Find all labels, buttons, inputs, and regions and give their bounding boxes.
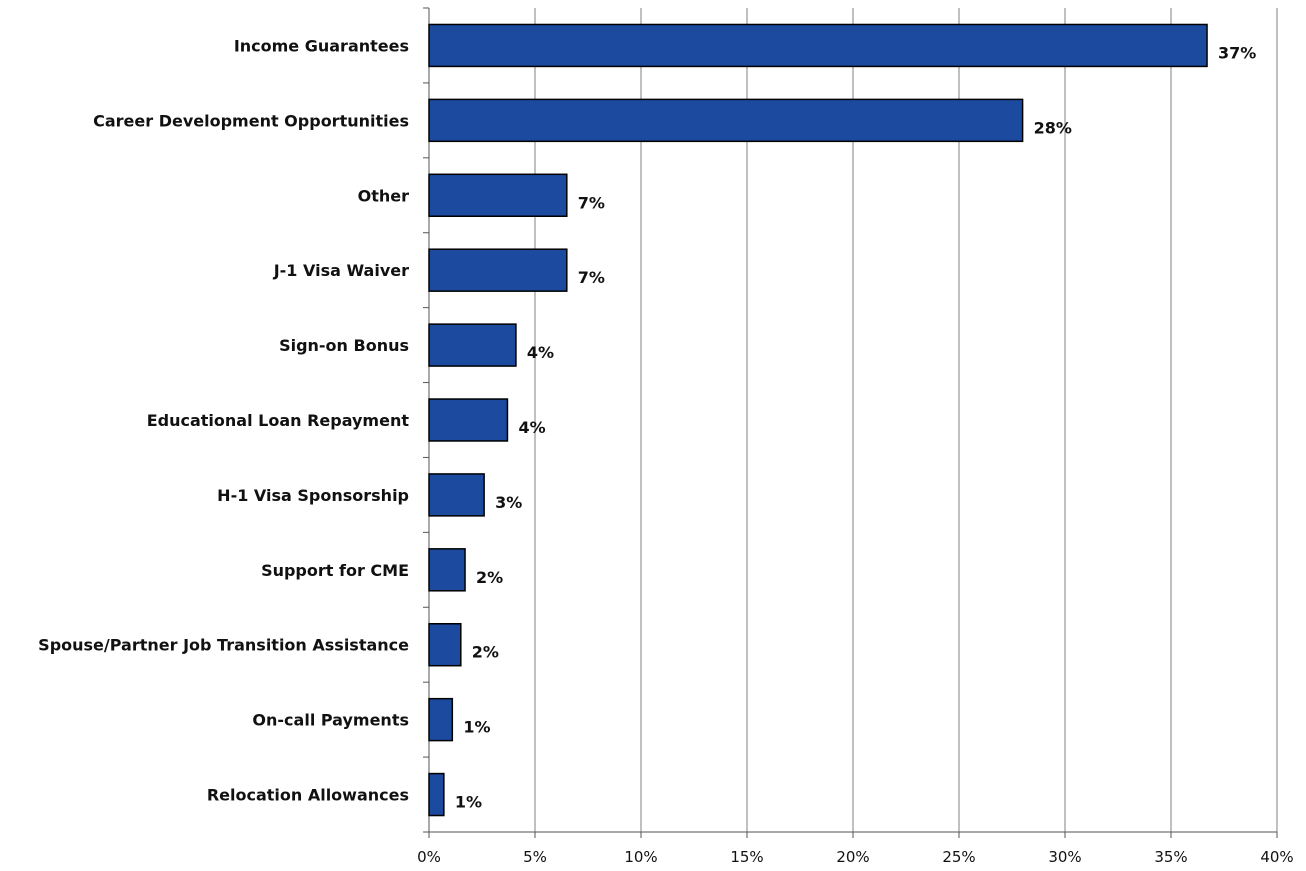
bar xyxy=(428,623,462,667)
bar xyxy=(428,173,568,217)
x-tick-label: 40% xyxy=(1260,848,1293,866)
bar xyxy=(428,697,454,742)
category-label: H-1 Visa Sponsorship xyxy=(217,486,409,505)
data-label: 4% xyxy=(527,343,554,362)
x-tick-label: 0% xyxy=(417,848,441,866)
x-tick-label: 15% xyxy=(730,848,763,866)
data-label: 37% xyxy=(1218,43,1256,62)
data-label: 3% xyxy=(495,493,522,512)
category-label: On-call Payments xyxy=(252,711,409,730)
bar xyxy=(428,248,568,292)
x-tick-label: 25% xyxy=(942,848,975,866)
category-label: J-1 Visa Waiver xyxy=(273,261,409,280)
category-label: Relocation Allowances xyxy=(207,786,409,805)
x-tick-label: 10% xyxy=(624,848,657,866)
category-label: Spouse/Partner Job Transition Assistance xyxy=(38,636,409,655)
x-tick-label: 30% xyxy=(1048,848,1081,866)
category-label: Other xyxy=(358,186,409,205)
data-label: 1% xyxy=(455,793,482,812)
bar xyxy=(428,772,445,817)
bar xyxy=(428,323,517,367)
data-label: 1% xyxy=(463,718,490,737)
category-label: Educational Loan Repayment xyxy=(147,411,410,430)
category-label: Career Development Opportunities xyxy=(93,111,409,130)
bar xyxy=(428,398,509,442)
bar xyxy=(428,548,466,592)
x-tick-label: 5% xyxy=(523,848,547,866)
labels: 0% 5% 10% 15% 20% 25% 30% 35% 40% Income Guarante… xyxy=(38,36,1294,866)
bar xyxy=(428,98,1024,143)
data-label: 7% xyxy=(578,268,605,287)
bars xyxy=(428,23,1208,817)
data-label: 2% xyxy=(472,643,499,662)
x-tick-label: 35% xyxy=(1154,848,1187,866)
data-label: 2% xyxy=(476,568,503,587)
category-label: Income Guarantees xyxy=(234,36,409,55)
x-tick-label: 20% xyxy=(836,848,869,866)
bar xyxy=(428,23,1208,68)
bar xyxy=(428,473,485,517)
category-label: Support for CME xyxy=(261,561,409,580)
grid-lines xyxy=(534,8,1278,832)
data-label: 28% xyxy=(1034,118,1072,137)
category-label: Sign-on Bonus xyxy=(279,336,409,355)
data-label: 4% xyxy=(518,418,545,437)
data-label: 7% xyxy=(578,193,605,212)
